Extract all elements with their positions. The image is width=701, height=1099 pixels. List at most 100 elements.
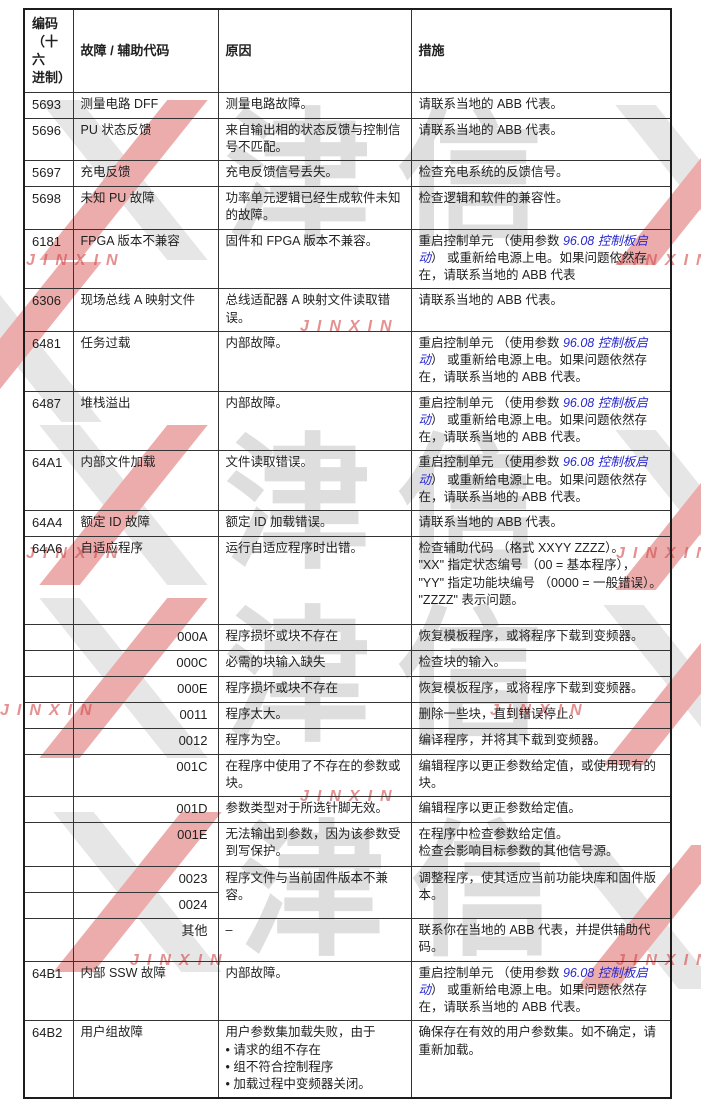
header-action: 措施 [410,8,672,93]
table-row: 0012 程序为空。 编译程序，并将其下载到变频器。 [23,727,672,755]
code-cell: 5698 [23,186,74,230]
action-cell: 重启控制单元 （使用参数 96.08 控制板启动） 或重新给电源上电。如果问题依… [410,228,672,290]
action-cell: 联系你在当地的 ABB 代表，并提供辅助代码。 [410,918,672,962]
code-cell: 6481 [23,330,74,392]
action-cell: 确保存在有效的用户参数集。如不确定，请重新加载。 [410,1020,672,1099]
action-cell: 检查辅助代码 （格式 XXYY ZZZZ）。 "XX" 指定状态编号 （00 =… [410,536,672,626]
code-cell: 64B2 [23,1020,74,1099]
cause-cell: 固件和 FPGA 版本不兼容。 [217,228,412,290]
subcode-cell: 000A [72,624,219,651]
table-row: 其他 – 联系你在当地的 ABB 代表，并提供辅助代码。 [23,918,672,962]
table-row: 001D 参数类型对于所选针脚无效。 编辑程序以更正参数给定值。 [23,796,672,824]
cause-cell: 来自输出相的状态反馈与控制信号不匹配。 [217,117,412,162]
table-row: 6487 堆栈溢出 内部故障。 重启控制单元 （使用参数 96.08 控制板启动） 或… [23,390,672,452]
table-row: 64A6 自适应程序 运行自适应程序时出错。 检查辅助代码 （格式 XXYY ZZZZ… [23,536,672,626]
table-row: 6306 现场总线 A 映射文件 总线适配器 A 映射文件读取错误。 请联系当地的 A… [23,288,672,332]
cause-cell: 运行自适应程序时出错。 [217,536,412,626]
table-row: 64B2 用户组故障 用户参数集加载失败，由于 • 请求的组不存在 • 组不符合控制… [23,1020,672,1099]
action-cell: 请联系当地的 ABB 代表。 [410,510,672,538]
fault-cell: FPGA 版本不兼容 [72,228,219,290]
action-text: 重启控制单元 （使用参数 [418,335,563,350]
action-cell: 恢复模板程序，或将程序下载到变频器。 [410,624,672,651]
fault-cell: 用户组故障 [72,1020,219,1099]
cause-cell: 在程序中使用了不存在的参数或块。 [217,753,412,798]
code-cell: 6306 [23,288,74,332]
code-cell [23,822,74,868]
code-cell [23,624,74,651]
table-row: 000A 程序损坏或块不存在 恢复模板程序，或将程序下载到变频器。 [23,624,672,651]
code-cell [23,727,74,755]
code-cell: 64A4 [23,510,74,538]
cause-cell: 用户参数集加载失败，由于 • 请求的组不存在 • 组不符合控制程序 • 加载过程… [217,1020,412,1099]
table-row: 64A1 内部文件加载 文件读取错误。 重启控制单元 （使用参数 96.08 控制板启… [23,450,672,512]
code-cell: 64B1 [23,960,74,1022]
table-row: 5697 充电反馈 充电反馈信号丢失。 检查充电系统的反馈信号。 [23,160,672,188]
code-cell [23,892,74,920]
action-text: 编辑程序以更正参数给定值。 [418,801,582,816]
fault-cell: 现场总线 A 映射文件 [72,288,219,332]
action-cell: 重启控制单元 （使用参数 96.08 控制板启动） 或重新给电源上电。如果问题依… [410,450,672,512]
table-row: 000C 必需的块输入缺失 检查块的输入。 [23,650,672,677]
code-cell [23,866,74,894]
subcode-cell: 000E [72,675,219,703]
table-row: 6181 FPGA 版本不兼容 固件和 FPGA 版本不兼容。 重启控制单元 （使用参… [23,228,672,290]
fault-cell: 内部文件加载 [72,450,219,512]
action-cell: 请联系当地的 ABB 代表。 [410,91,672,119]
action-text: 检查辅助代码 （格式 XXYY ZZZZ）。 "XX" 指定状态编号 （00 =… [418,541,662,607]
action-cell: 编辑程序以更正参数给定值。 [410,796,672,824]
action-text: ） 或重新给电源上电。如果问题依然存在，请联系当地的 ABB 代表。 [418,412,648,445]
subcode-cell: 001D [72,796,219,824]
cause-cell: 内部故障。 [217,390,412,452]
cause-cell: 参数类型对于所选针脚无效。 [217,796,412,824]
table-row: 0011 程序太大。 删除一些块，直到错误停止。 [23,701,672,729]
cause-cell: – [217,918,412,962]
cause-cell: 程序损坏或块不存在 [217,675,412,703]
action-text: 请联系当地的 ABB 代表。 [418,293,563,308]
action-text: ） 或重新给电源上电。如果问题依然存在，请联系当地的 ABB 代表。 [418,982,648,1015]
action-text: 请联系当地的 ABB 代表。 [418,96,563,111]
subcode-cell: 0024 [72,892,219,920]
fault-cell: 自适应程序 [72,536,219,626]
code-cell [23,796,74,824]
code-cell: 5696 [23,117,74,162]
table-row: 6481 任务过载 内部故障。 重启控制单元 （使用参数 96.08 控制板启动） 或… [23,330,672,392]
header-cause: 原因 [217,8,412,93]
subcode-cell: 001C [72,753,219,798]
code-cell: 6487 [23,390,74,452]
action-text: 请联系当地的 ABB 代表。 [418,122,563,137]
fault-cell: 内部 SSW 故障 [72,960,219,1022]
code-cell: 5693 [23,91,74,119]
action-text: ） 或重新给电源上电。如果问题依然存在，请联系当地的 ABB 代表 [418,250,648,283]
cause-cell: 内部故障。 [217,330,412,392]
subcode-cell: 0011 [72,701,219,729]
code-cell [23,753,74,798]
code-cell [23,701,74,729]
action-text: 重启控制单元 （使用参数 [418,233,563,248]
code-cell: 64A1 [23,450,74,512]
cause-cell: 必需的块输入缺失 [217,650,412,677]
action-text: 请联系当地的 ABB 代表。 [418,515,563,530]
action-text: 编辑程序以更正参数给定值，或使用现有的块。 [418,758,657,790]
action-text: 重启控制单元 （使用参数 [418,455,563,470]
action-cell: 请联系当地的 ABB 代表。 [410,288,672,332]
action-cell: 编译程序，并将其下载到变频器。 [410,727,672,755]
cause-cell: 程序损坏或块不存在 [217,624,412,651]
cause-cell: 无法输出到参数，因为该参数受到写保护。 [217,822,412,868]
param-link[interactable]: 96.08 控制板启动 [418,395,648,427]
action-text: 联系你在当地的 ABB 代表，并提供辅助代码。 [418,923,651,955]
code-cell: 5697 [23,160,74,188]
action-cell: 检查块的输入。 [410,650,672,677]
action-text: ） 或重新给电源上电。如果问题依然存在，请联系当地的 ABB 代表。 [418,472,648,504]
fault-cell: 任务过载 [72,330,219,392]
table-row: 5693 测量电路 DFF 测量电路故障。 请联系当地的 ABB 代表。 [23,91,672,119]
action-text: 恢复模板程序，或将程序下载到变频器。 [418,680,644,695]
code-cell [23,918,74,962]
param-link[interactable]: 96.08 控制板启动 [418,335,648,368]
cause-cell: 程序为空。 [217,727,412,755]
table-row: 0023 程序文件与当前固件版本不兼容。 调整程序，使其适应当前功能块库和固件版本。 [23,866,672,920]
header-fault: 故障 / 辅助代码 [72,8,219,93]
action-cell: 检查逻辑和软件的兼容性。 [410,186,672,230]
action-text: 调整程序，使其适应当前功能块库和固件版本。 [418,871,657,903]
cause-cell: 额定 ID 加载错误。 [217,510,412,538]
action-text: 恢复模板程序，或将程序下载到变频器。 [418,629,644,644]
